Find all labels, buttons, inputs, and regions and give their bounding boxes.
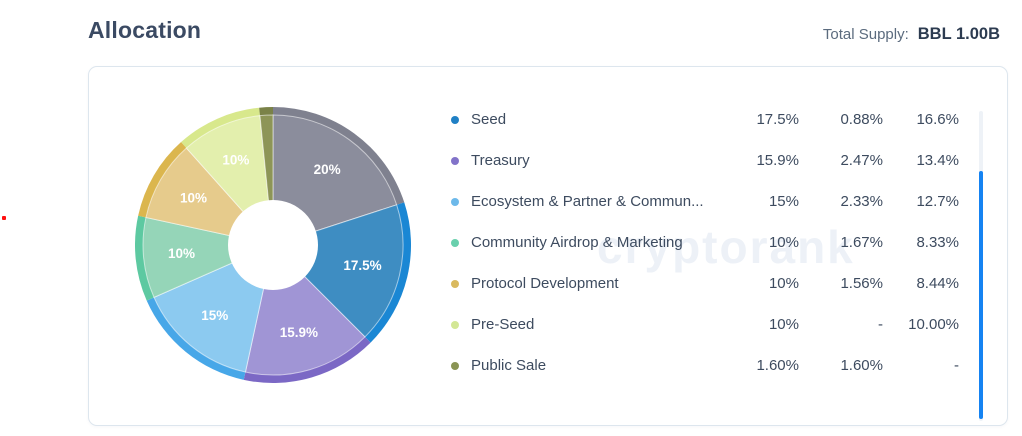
- donut-hole: [228, 200, 318, 290]
- legend-value-1: 15.9%: [756, 152, 799, 169]
- legend-name: Protocol Development: [471, 275, 619, 292]
- stray-red-pixel: [2, 216, 6, 220]
- legend-row[interactable]: Treasury 15.9% 2.47% 13.4%: [451, 140, 959, 181]
- legend-value-3: 10.00%: [908, 316, 959, 333]
- legend-value-2: 1.60%: [840, 357, 883, 374]
- total-supply: Total Supply: BBL 1.00B: [823, 25, 1000, 44]
- legend-value-3: 8.44%: [916, 275, 959, 292]
- legend-value-1: 10%: [768, 234, 799, 251]
- legend-value-2: -: [878, 316, 883, 333]
- legend-value-2: 2.33%: [840, 193, 883, 210]
- legend-value-1: 15%: [768, 193, 799, 210]
- legend-value-3: 16.6%: [916, 111, 959, 128]
- allocation-donut-chart[interactable]: 20% 17.5% 15.9% 15% 10% 10% 10%: [135, 107, 412, 383]
- slice-label: 15%: [201, 308, 228, 323]
- legend-dot-icon: [451, 279, 459, 288]
- legend-row[interactable]: Protocol Development 10% 1.56% 8.44%: [451, 263, 959, 304]
- legend-name: Pre-Seed: [471, 316, 535, 333]
- allocation-card: cryptorank 20% 17.5% 15.9% 15% 10% 10% 10% See…: [88, 66, 1008, 426]
- pie-slice[interactable]: [142, 216, 275, 299]
- legend-value-2: 1.67%: [840, 234, 883, 251]
- legend-value-1: 17.5%: [756, 111, 799, 128]
- donut-chart-svg[interactable]: 20% 17.5% 15.9% 15% 10% 10% 10%: [135, 107, 412, 383]
- legend-dot-icon: [451, 156, 459, 165]
- legend-name: Community Airdrop & Marketing: [471, 234, 683, 251]
- legend-dot-icon: [451, 115, 459, 124]
- slice-label: 10%: [222, 152, 249, 167]
- legend-row[interactable]: Ecosystem & Partner & Commun... 15% 2.33…: [451, 181, 959, 222]
- legend-value-3: 13.4%: [916, 152, 959, 169]
- legend-dot-icon: [451, 361, 459, 370]
- legend-scrollbar-thumb[interactable]: [979, 171, 983, 419]
- legend-row[interactable]: Seed 17.5% 0.88% 16.6%: [451, 99, 959, 140]
- slice-label: 17.5%: [343, 258, 381, 273]
- slice-label: 10%: [168, 246, 195, 261]
- legend-value-1: 1.60%: [756, 357, 799, 374]
- allocation-legend: Seed 17.5% 0.88% 16.6% Treasury 15.9% 2.…: [451, 99, 959, 386]
- total-supply-value: BBL 1.00B: [917, 25, 1000, 43]
- legend-value-2: 2.47%: [840, 152, 883, 169]
- legend-value-2: 0.88%: [840, 111, 883, 128]
- legend-name: Ecosystem & Partner & Commun...: [471, 193, 704, 210]
- legend-dot-icon: [451, 238, 459, 247]
- slice-label: 15.9%: [280, 325, 318, 340]
- slice-label: 20%: [314, 162, 341, 177]
- slice-label: 10%: [180, 190, 207, 205]
- legend-value-3: 8.33%: [916, 234, 959, 251]
- legend-row[interactable]: Pre-Seed 10% - 10.00%: [451, 304, 959, 345]
- legend-value-3: 12.7%: [916, 193, 959, 210]
- total-supply-label: Total Supply:: [822, 26, 909, 43]
- legend-value-1: 10%: [768, 316, 799, 333]
- legend-scrollbar-track[interactable]: [979, 111, 983, 421]
- legend-dot-icon: [451, 320, 459, 329]
- legend-name: Treasury: [471, 152, 530, 169]
- legend-row[interactable]: Community Airdrop & Marketing 10% 1.67% …: [451, 222, 959, 263]
- page-title: Allocation: [88, 17, 202, 43]
- legend-row[interactable]: Public Sale 1.60% 1.60% -: [451, 345, 959, 386]
- legend-name: Public Sale: [471, 357, 547, 374]
- legend-value-1: 10%: [768, 275, 799, 292]
- legend-value-2: 1.56%: [840, 275, 883, 292]
- legend-value-3: -: [954, 357, 959, 374]
- legend-name: Seed: [471, 111, 507, 128]
- legend-dot-icon: [451, 197, 459, 206]
